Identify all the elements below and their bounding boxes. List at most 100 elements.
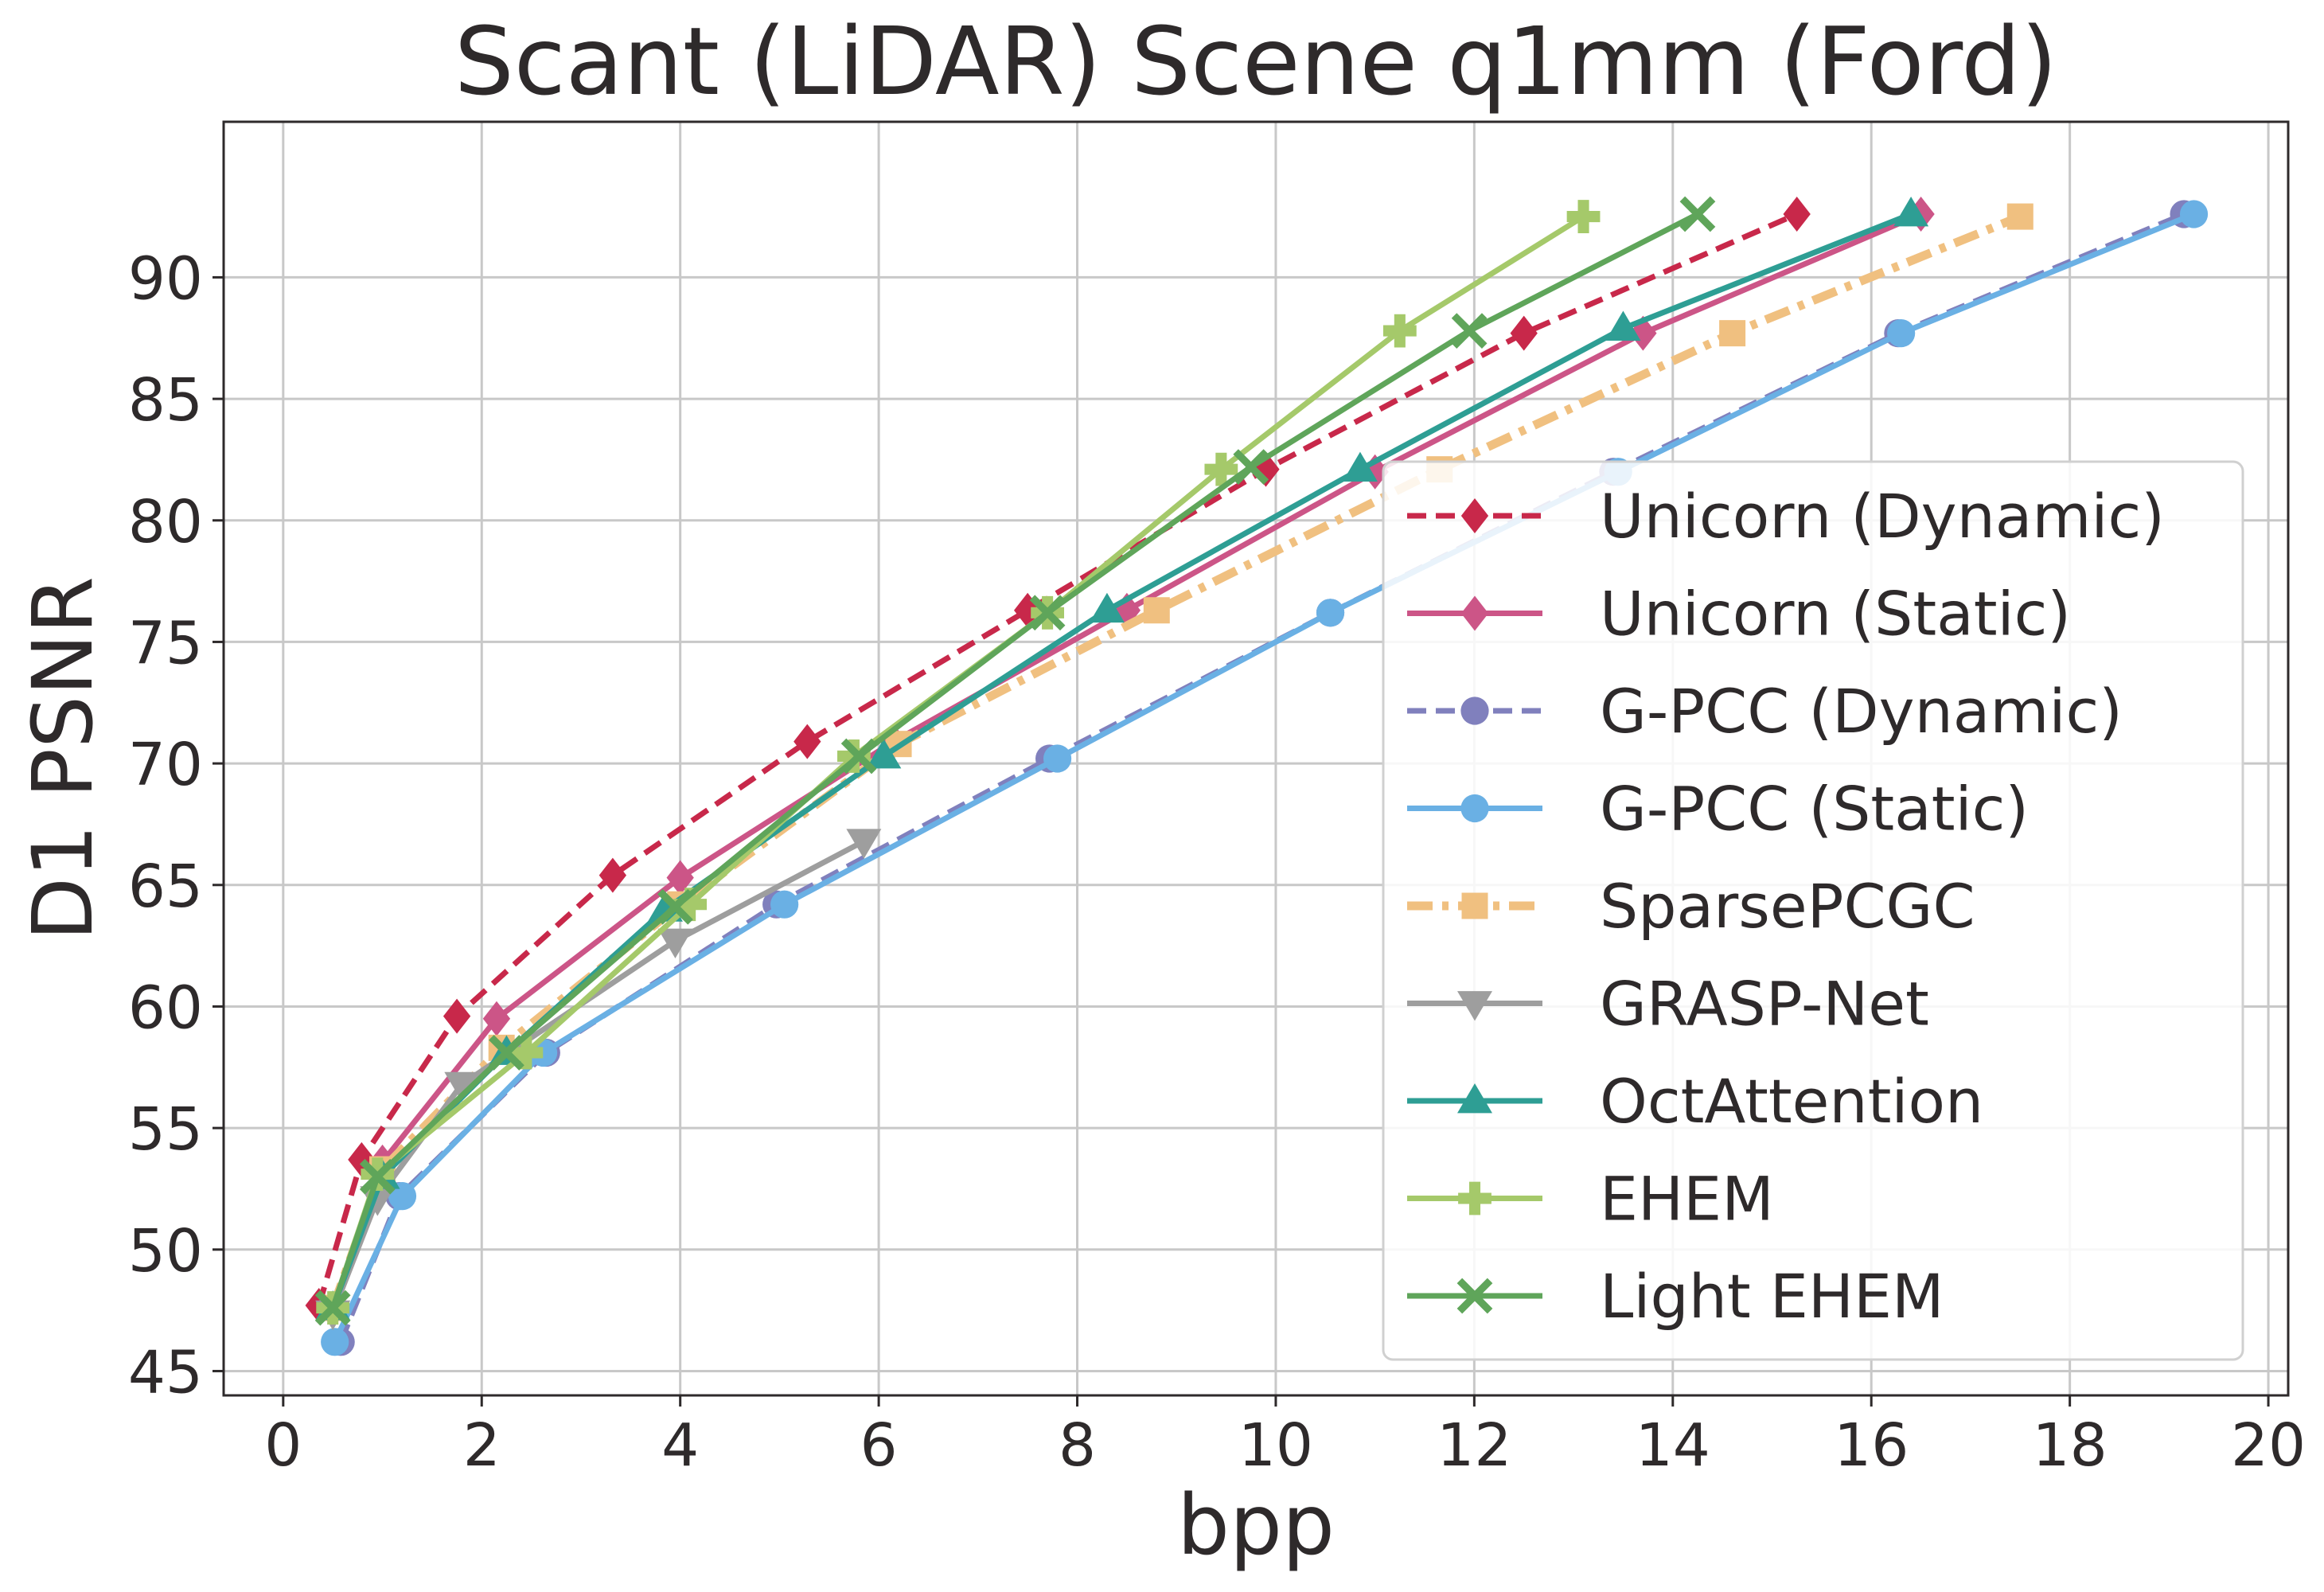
legend-item: Unicorn (Static): [1407, 579, 2071, 650]
data-point: [794, 724, 821, 759]
data-point: [1783, 197, 1811, 232]
data-point: [321, 1328, 349, 1356]
data-point: [1605, 310, 1641, 341]
data-point: [1458, 1181, 1491, 1215]
x-tick-label: 14: [1636, 1411, 1710, 1480]
legend-item: SparsePCGC: [1407, 871, 1975, 942]
legend-item: G-PCC (Static): [1407, 774, 2029, 845]
data-point: [1029, 595, 1066, 631]
series-light-ehem: [314, 196, 1716, 1326]
legend-label: EHEM: [1600, 1164, 1774, 1235]
data-point: [866, 738, 902, 769]
x-axis-label: bpp: [1177, 1477, 1335, 1574]
legend-label: Light EHEM: [1600, 1261, 1944, 1332]
legend-item: G-PCC (Dynamic): [1407, 676, 2123, 747]
data-point: [444, 1071, 480, 1102]
data-point: [1887, 319, 1916, 348]
x-tick-label: 20: [2231, 1411, 2306, 1480]
axes-frame: [222, 120, 2290, 1397]
data-point: [2006, 203, 2034, 230]
data-point: [388, 1182, 417, 1211]
legend-label: GRASP-Net: [1600, 969, 1929, 1040]
data-point: [1089, 592, 1125, 623]
data-point: [846, 829, 882, 859]
x-tick-label: 4: [661, 1411, 699, 1480]
y-axis-label: D1 PSNR: [14, 576, 111, 941]
data-point: [1113, 592, 1141, 628]
data-point: [647, 892, 683, 922]
y-tick-label: 55: [128, 1095, 203, 1164]
y-tick-label: 65: [128, 853, 203, 921]
chart-title: Scant (LiDAR) Scene q1mm (Ford): [454, 6, 2057, 116]
data-point: [1719, 320, 1746, 347]
x-tick-label: 6: [860, 1411, 898, 1480]
x-tick-label: 18: [2033, 1411, 2108, 1480]
legend-label: SparsePCGC: [1600, 871, 1975, 942]
y-tick-label: 75: [128, 609, 203, 677]
legend-label: OctAttention: [1600, 1066, 1983, 1137]
data-point: [770, 890, 799, 919]
data-point: [1566, 200, 1601, 233]
data-point: [1451, 313, 1488, 349]
data-point: [509, 1036, 544, 1070]
data-point: [1043, 744, 1072, 773]
data-point: [1456, 1278, 1493, 1314]
data-point: [673, 888, 708, 922]
y-tick-label: 45: [128, 1338, 203, 1407]
legend-label: G-PCC (Dynamic): [1600, 676, 2123, 747]
data-point: [1316, 599, 1345, 627]
data-point: [489, 1035, 524, 1071]
x-tick-label: 12: [1437, 1411, 1511, 1480]
legend-box: [1382, 460, 2244, 1361]
data-point: [666, 860, 694, 896]
x-tick-label: 0: [264, 1411, 302, 1480]
data-point: [1679, 196, 1716, 232]
legend-item: Light EHEM: [1407, 1261, 1944, 1332]
data-point: [840, 738, 877, 775]
data-point: [657, 888, 693, 925]
data-point: [1457, 991, 1492, 1021]
legend: Unicorn (Dynamic) Unicorn (Static) G-PCC (…: [1382, 460, 2244, 1361]
data-point: [1204, 452, 1238, 486]
data-point: [1629, 315, 1657, 351]
data-point: [1460, 696, 1489, 725]
data-point: [1461, 892, 1488, 919]
data-point: [359, 1158, 396, 1195]
data-point: [1252, 451, 1280, 487]
y-tick-label: 85: [128, 366, 203, 435]
y-tick-label: 70: [128, 731, 203, 799]
data-point: [1342, 451, 1378, 482]
data-point: [314, 1290, 351, 1326]
legend-item: EHEM: [1407, 1164, 1774, 1235]
y-tick-label: 60: [128, 974, 203, 1042]
x-tick-label: 2: [463, 1411, 501, 1480]
y-tick-label: 50: [128, 1217, 203, 1286]
x-tick-label: 16: [1834, 1411, 1909, 1480]
data-point: [657, 928, 693, 959]
legend-label: Unicorn (Dynamic): [1600, 481, 2165, 552]
data-point: [1460, 595, 1489, 631]
series-unicorn-dynamic: [305, 197, 1811, 1324]
legend-item: OctAttention: [1407, 1066, 1983, 1137]
legend-label: Unicorn (Static): [1600, 579, 2071, 650]
data-point: [482, 1001, 511, 1036]
x-tick-label: 10: [1238, 1411, 1313, 1480]
data-point: [1457, 1083, 1492, 1114]
legend-item: Unicorn (Dynamic): [1407, 481, 2165, 552]
y-tick-label: 90: [128, 244, 203, 313]
data-point: [1233, 449, 1269, 485]
legend-label: G-PCC (Static): [1600, 774, 2029, 845]
data-point: [599, 857, 627, 893]
data-point: [2179, 200, 2209, 228]
x-tick-label: 8: [1059, 1411, 1096, 1480]
data-point: [1893, 197, 1929, 227]
y-tick-label: 80: [128, 488, 203, 556]
data-point: [1382, 314, 1417, 348]
legend-item: GRASP-Net: [1407, 969, 1929, 1040]
data-point: [1510, 315, 1538, 351]
data-point: [443, 998, 471, 1034]
data-point: [1143, 597, 1170, 624]
data-point: [1460, 498, 1489, 533]
series-line: [316, 211, 1799, 1307]
